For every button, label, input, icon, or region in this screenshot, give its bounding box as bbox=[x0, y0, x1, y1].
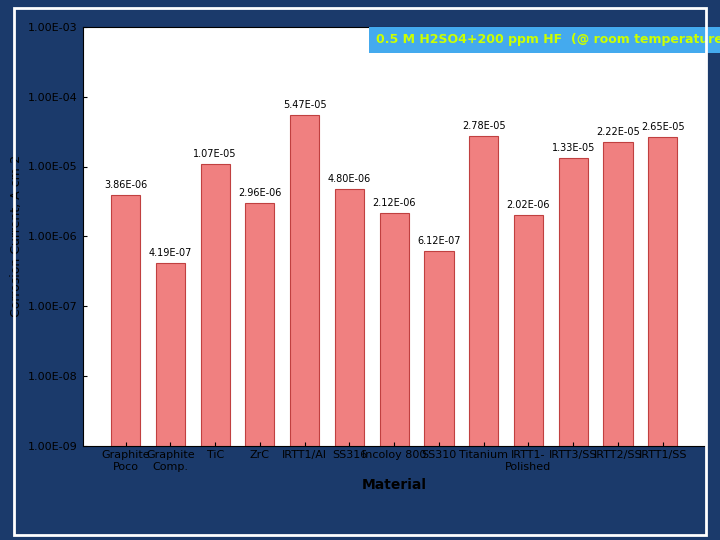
Text: 2.22E-05: 2.22E-05 bbox=[596, 127, 640, 137]
Text: 2.65E-05: 2.65E-05 bbox=[641, 122, 685, 132]
Text: 2.12E-06: 2.12E-06 bbox=[372, 199, 416, 208]
Text: 1.33E-05: 1.33E-05 bbox=[552, 143, 595, 153]
Bar bbox=[469, 136, 498, 540]
Bar bbox=[201, 165, 230, 540]
Text: 0.5 M H2SO4+200 ppm HF  (@ room temperature: 0.5 M H2SO4+200 ppm HF (@ room temperatu… bbox=[376, 33, 720, 46]
Y-axis label: Corrosion Current, A cm-2: Corrosion Current, A cm-2 bbox=[9, 155, 22, 318]
Text: 3.86E-06: 3.86E-06 bbox=[104, 180, 148, 190]
Bar bbox=[156, 262, 185, 540]
Text: 5.47E-05: 5.47E-05 bbox=[283, 100, 326, 110]
Bar bbox=[111, 195, 140, 540]
Text: 2.02E-06: 2.02E-06 bbox=[507, 200, 550, 210]
Bar bbox=[246, 204, 274, 540]
Text: 1.07E-05: 1.07E-05 bbox=[194, 150, 237, 159]
Bar bbox=[514, 215, 543, 540]
Text: 6.12E-07: 6.12E-07 bbox=[417, 236, 461, 246]
Bar bbox=[424, 251, 454, 540]
Bar bbox=[290, 115, 319, 540]
Text: 4.80E-06: 4.80E-06 bbox=[328, 174, 371, 184]
Bar bbox=[603, 143, 633, 540]
X-axis label: Material: Material bbox=[361, 477, 427, 491]
Bar bbox=[335, 189, 364, 540]
Bar bbox=[379, 213, 409, 540]
Bar bbox=[648, 137, 678, 540]
Text: 2.78E-05: 2.78E-05 bbox=[462, 120, 505, 131]
Bar bbox=[559, 158, 588, 540]
Text: 2.96E-06: 2.96E-06 bbox=[238, 188, 282, 198]
Text: 4.19E-07: 4.19E-07 bbox=[149, 247, 192, 258]
